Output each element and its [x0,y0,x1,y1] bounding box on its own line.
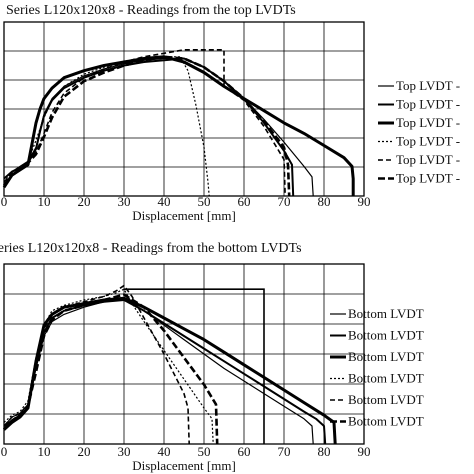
x-tick-label: 40 [158,194,171,209]
x-tick-label: 70 [278,444,291,459]
x-tick-label: 0 [1,444,8,459]
chart-top-grid [3,21,365,197]
legend-label: Bottom LVDT [348,371,424,386]
legend-label: Top LVDT - [396,115,460,130]
chart-top-x-axis-label: Displacement [mm] [132,208,236,223]
chart-top-lvdt: Series L120x120x8 - Readings from the to… [1,3,460,223]
chart-top-legend: Top LVDT - Top LVDT - Top LVDT - Top LVDT -… [378,78,460,186]
x-tick-label: 30 [118,444,131,459]
x-tick-label: 60 [238,444,251,459]
chart-top-series [2,49,355,197]
x-tick-label: 90 [358,444,371,459]
chart-bottom-lvdt: Series L120x120x8 - Readings from the bo… [0,241,424,473]
legend-label: Top LVDT - [396,134,460,149]
legend-label: Bottom LVDT [348,392,424,407]
x-tick-label: 50 [198,194,211,209]
legend-label: Top LVDT - [396,152,460,167]
chart-top-x-ticks: 0 10 20 30 40 50 60 70 80 90 [1,194,371,209]
x-tick-label: 20 [78,444,91,459]
series-line [2,55,291,197]
chart-top-title: Series L120x120x8 - Readings from the to… [6,3,296,18]
legend-label: Top LVDT - [396,171,460,186]
x-tick-label: 80 [318,194,331,209]
legend-label: Bottom LVDT [348,306,424,321]
series-line [2,55,355,196]
legend-label: Bottom LVDT [348,414,424,429]
legend-label: Bottom LVDT [348,349,424,364]
series-line [3,293,219,445]
x-tick-label: 90 [358,194,371,209]
x-tick-label: 70 [278,194,291,209]
chart-bottom-grid [3,263,365,445]
legend-label: Top LVDT - [396,97,460,112]
x-tick-label: 10 [38,194,51,209]
chart-bottom-series [2,284,337,445]
chart-bottom-x-axis-label: Displacement [mm] [132,458,236,473]
x-tick-label: 20 [78,194,91,209]
legend-label: Top LVDT - [396,78,460,93]
series-line-flat-segment [124,288,265,444]
legend-label: Bottom LVDT [348,328,424,343]
x-tick-label: 60 [238,194,251,209]
series-line [3,49,286,197]
chart-bottom-legend: Bottom LVDT Bottom LVDT Bottom LVDT Bottom … [330,306,424,429]
x-tick-label: 30 [118,194,131,209]
chart-bottom-x-ticks: 0 10 20 30 40 50 60 70 80 90 [1,444,371,459]
chart-bottom-title: Series L120x120x8 - Readings from the bo… [0,241,302,256]
series-line [3,57,295,197]
x-tick-label: 10 [38,444,51,459]
x-tick-label: 50 [198,444,211,459]
x-tick-label: 0 [1,194,8,209]
x-tick-label: 80 [318,444,331,459]
series-line [3,284,190,445]
x-tick-label: 40 [158,444,171,459]
